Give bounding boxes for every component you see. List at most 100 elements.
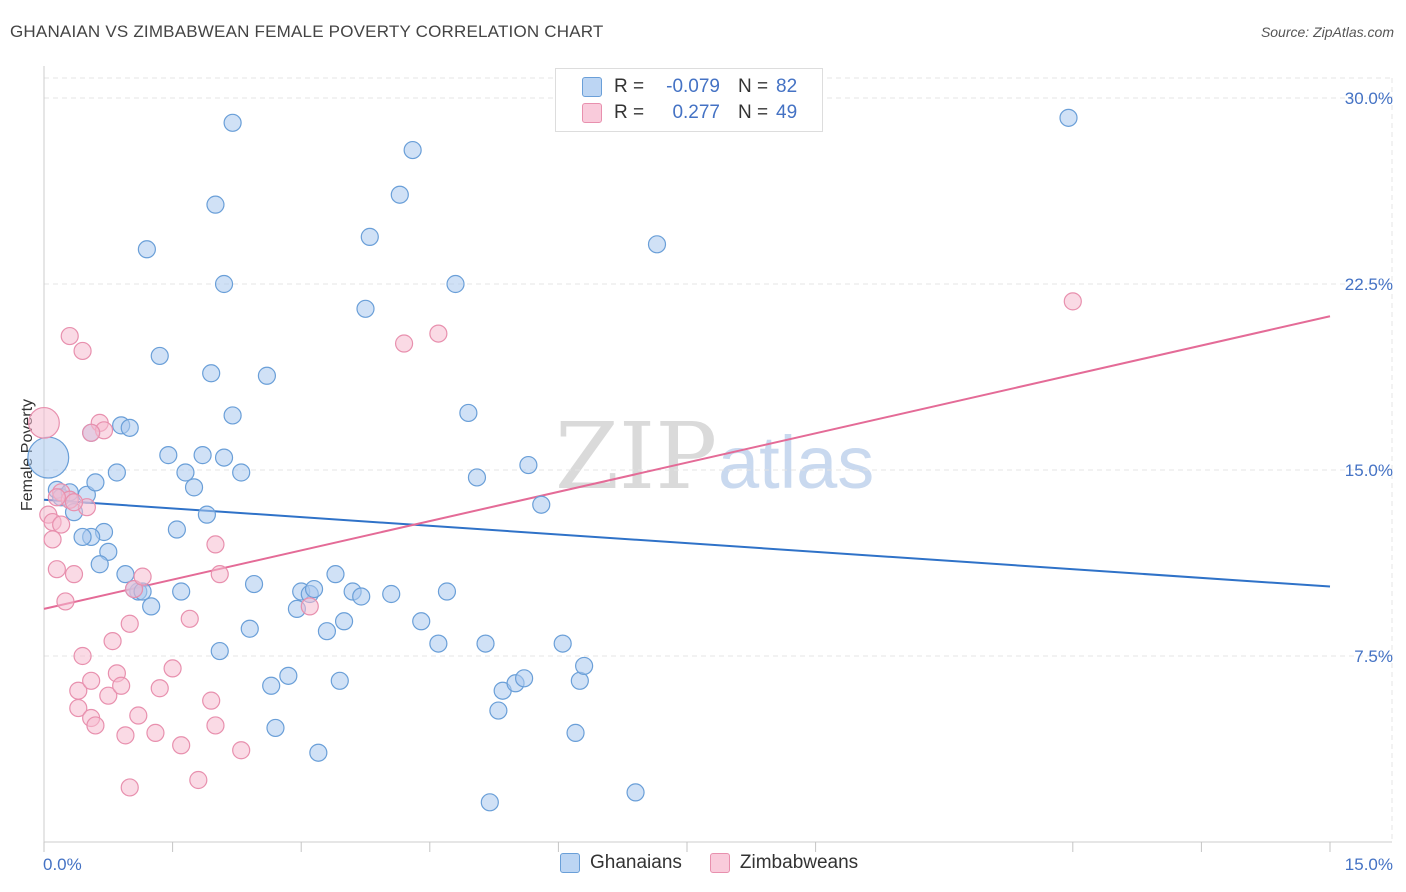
point-ghanaians xyxy=(257,366,277,385)
point-zimbabweans xyxy=(429,324,448,343)
point-zimbabweans xyxy=(43,530,62,549)
point-ghanaians xyxy=(575,656,594,676)
point-ghanaians xyxy=(214,448,234,467)
point-zimbabweans xyxy=(69,698,88,718)
point-zimbabweans xyxy=(73,646,92,666)
n-value: 49 xyxy=(776,102,798,123)
y-tick-label: 22.5% xyxy=(1345,275,1393,294)
point-zimbabweans xyxy=(28,406,60,439)
point-ghanaians xyxy=(120,418,139,437)
point-ghanaians xyxy=(566,723,585,742)
point-ghanaians xyxy=(515,669,534,688)
point-ghanaians xyxy=(202,364,221,383)
point-ghanaians xyxy=(167,520,186,539)
data-points xyxy=(27,108,1082,812)
point-zimbabweans xyxy=(99,686,118,705)
point-zimbabweans xyxy=(56,592,75,611)
point-ghanaians xyxy=(330,671,349,690)
point-zimbabweans xyxy=(300,597,319,616)
point-zimbabweans xyxy=(133,567,152,586)
source-credit: Source: ZipAtlas.com xyxy=(1260,24,1394,40)
point-zimbabweans xyxy=(202,691,221,710)
y-tick-label: 30.0% xyxy=(1345,89,1393,108)
point-ghanaians xyxy=(223,406,242,425)
point-ghanaians xyxy=(356,299,375,318)
point-ghanaians xyxy=(142,597,161,616)
r-label: R = xyxy=(614,76,645,97)
point-ghanaians xyxy=(403,140,422,160)
point-ghanaians xyxy=(244,574,264,594)
trend-lines xyxy=(43,315,1331,610)
point-ghanaians xyxy=(476,634,495,653)
point-zimbabweans xyxy=(47,560,66,579)
legend-swatch-blue xyxy=(582,77,602,97)
point-ghanaians xyxy=(266,718,285,738)
n-value: 82 xyxy=(776,76,798,97)
point-ghanaians xyxy=(210,641,229,661)
point-ghanaians xyxy=(107,463,126,482)
point-ghanaians xyxy=(317,622,337,641)
point-ghanaians xyxy=(90,555,109,574)
point-ghanaians xyxy=(429,634,448,653)
point-ghanaians xyxy=(326,565,345,584)
point-zimbabweans xyxy=(210,565,229,584)
point-ghanaians xyxy=(437,582,457,601)
point-ghanaians xyxy=(86,473,105,492)
point-zimbabweans xyxy=(124,579,144,599)
point-zimbabweans xyxy=(394,334,414,353)
point-zimbabweans xyxy=(146,723,165,742)
legend-item-zimbabweans[interactable]: Zimbabweans xyxy=(709,852,859,874)
point-ghanaians xyxy=(240,619,259,638)
point-ghanaians xyxy=(73,527,92,547)
legend-swatch-pink xyxy=(582,103,602,123)
point-ghanaians xyxy=(27,436,70,479)
zipatlas-watermark: ZIP atlas xyxy=(555,403,874,510)
point-zimbabweans xyxy=(150,679,169,698)
n-label: N = xyxy=(738,76,769,97)
point-ghanaians xyxy=(137,240,156,259)
legend-label-ghanaians: Ghanaians xyxy=(590,852,682,873)
point-ghanaians xyxy=(184,478,204,497)
trend-line-zimbabweans xyxy=(43,315,1331,610)
point-zimbabweans xyxy=(120,614,139,633)
point-ghanaians xyxy=(446,274,465,294)
r-label: R = xyxy=(614,102,645,123)
point-ghanaians xyxy=(1059,108,1078,127)
point-zimbabweans xyxy=(86,716,105,735)
legend-row-zimbabweans: R = 0.277 N = 49 xyxy=(582,101,797,125)
point-zimbabweans xyxy=(103,632,122,651)
point-ghanaians xyxy=(553,634,572,653)
point-ghanaians xyxy=(279,666,298,685)
chart-title: GHANAIAN VS ZIMBABWEAN FEMALE POVERTY CO… xyxy=(10,22,604,41)
point-ghanaians xyxy=(159,446,178,465)
correlation-legend: R = -0.079 N = 82 R = 0.277 N = 49 xyxy=(555,68,823,132)
point-ghanaians xyxy=(116,565,135,584)
y-tick-label: 7.5% xyxy=(1354,647,1393,666)
point-ghanaians xyxy=(232,463,251,482)
watermark-atlas: atlas xyxy=(718,421,874,504)
point-zimbabweans xyxy=(64,493,84,512)
point-ghanaians xyxy=(519,455,538,475)
point-zimbabweans xyxy=(82,671,101,690)
point-ghanaians xyxy=(647,235,667,254)
point-ghanaians xyxy=(262,676,281,695)
point-ghanaians xyxy=(193,446,212,465)
point-zimbabweans xyxy=(47,488,66,507)
r-value: 0.277 xyxy=(672,102,720,123)
legend-item-ghanaians[interactable]: Ghanaians xyxy=(560,852,682,874)
point-ghanaians xyxy=(360,227,379,246)
point-ghanaians xyxy=(206,195,225,214)
point-zimbabweans xyxy=(73,341,92,361)
legend-label-zimbabweans: Zimbabweans xyxy=(739,852,859,873)
point-ghanaians xyxy=(223,113,242,132)
point-ghanaians xyxy=(176,463,195,482)
tick-labels: 7.5% 15.0% 22.5% 30.0% 0.0% 15.0% xyxy=(43,89,1393,874)
point-ghanaians xyxy=(480,793,499,812)
n-label: N = xyxy=(738,102,769,123)
point-zimbabweans xyxy=(82,423,101,442)
point-ghanaians xyxy=(352,587,371,606)
point-zimbabweans xyxy=(189,770,208,790)
legend-swatch-pink xyxy=(709,853,730,873)
point-zimbabweans xyxy=(1063,292,1082,311)
